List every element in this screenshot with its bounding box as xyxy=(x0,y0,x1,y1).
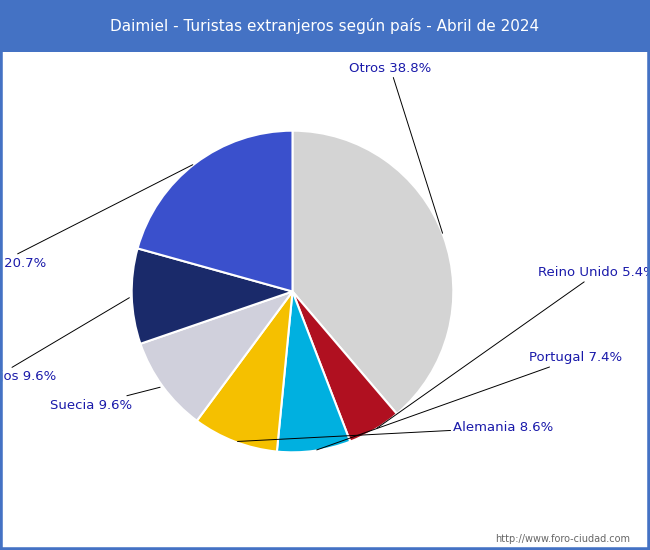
Text: http://www.foro-ciudad.com: http://www.foro-ciudad.com xyxy=(495,535,630,544)
Text: Países Bajos 9.6%: Países Bajos 9.6% xyxy=(0,298,129,383)
Wedge shape xyxy=(138,131,292,292)
Text: Daimiel - Turistas extranjeros según país - Abril de 2024: Daimiel - Turistas extranjeros según paí… xyxy=(111,18,540,34)
Text: Suecia 9.6%: Suecia 9.6% xyxy=(49,387,160,411)
Wedge shape xyxy=(140,292,292,421)
Text: Portugal 7.4%: Portugal 7.4% xyxy=(317,351,622,450)
Wedge shape xyxy=(132,249,292,344)
Text: Alemania 8.6%: Alemania 8.6% xyxy=(237,421,554,442)
Text: Francia 20.7%: Francia 20.7% xyxy=(0,164,193,270)
Text: Otros 38.8%: Otros 38.8% xyxy=(349,62,443,233)
Wedge shape xyxy=(292,131,453,414)
Text: Reino Unido 5.4%: Reino Unido 5.4% xyxy=(377,266,650,428)
Wedge shape xyxy=(292,292,397,442)
Wedge shape xyxy=(197,292,292,452)
Wedge shape xyxy=(277,292,350,452)
